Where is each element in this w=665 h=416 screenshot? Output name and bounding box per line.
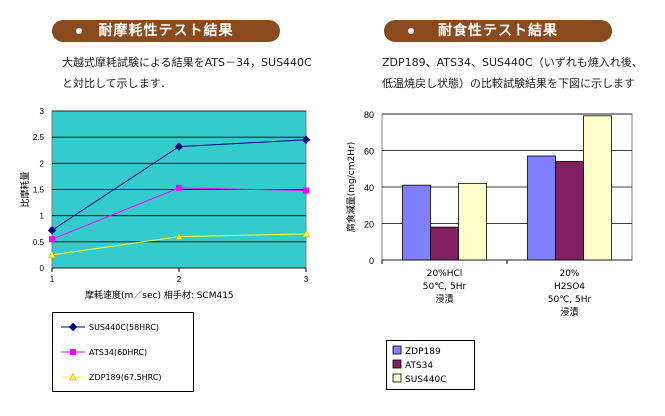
y-tick-label: 2: [40, 159, 45, 168]
data-point: [48, 250, 56, 259]
data-point: [174, 142, 184, 151]
legend-marker: [70, 349, 76, 355]
corrosion-desc-line-2: 低温焼戻し状態）の比較試験結果を下図に示します: [382, 77, 635, 90]
x-category-label: H2SO4: [554, 282, 585, 292]
x-category-label: 浸漬: [435, 293, 453, 305]
legend-marker: [68, 322, 78, 332]
legend-marker: [69, 372, 77, 381]
legend-label: ATS34(60HRC): [89, 348, 147, 357]
y-tick-label: 0.5: [33, 238, 45, 247]
data-point: [302, 229, 310, 238]
y-axis-title: 比摩耗量: [19, 171, 31, 207]
data-point: [176, 184, 182, 191]
wear-desc-line-1: 大越式摩耗試験による結果をATS－34，SUS440C: [62, 56, 312, 69]
x-tick-label: 2: [177, 275, 182, 284]
x-category-label: 20%: [559, 269, 579, 279]
y-tick-label: 60: [364, 147, 374, 157]
y-tick-label: 40: [364, 183, 374, 193]
x-category-label: 浸漬: [560, 306, 578, 318]
legend-label: ATS34: [405, 361, 433, 371]
bar: [458, 182, 487, 261]
bar: [555, 161, 584, 261]
legend-label: ZDP189: [405, 347, 441, 357]
legend-swatch: [392, 373, 402, 383]
y-tick-label: 3: [40, 107, 45, 116]
wear-test-title: 耐摩耗性テスト結果: [52, 20, 280, 42]
data-point: [47, 226, 57, 235]
data-point: [175, 232, 183, 240]
x-category-label: 50℃, 5Hr: [423, 282, 467, 292]
corrosion-desc-line-1: ZDP189、ATS34、SUS440C（いずれも焼入れ後、: [382, 56, 643, 69]
bar: [430, 226, 459, 261]
corrosion-chart-legend: ZDP189 ATS34 SUS440C: [386, 340, 475, 390]
legend-label: SUS440C: [405, 375, 446, 385]
y-tick-label: 20: [364, 220, 374, 230]
wear-desc-line-2: と対比して示します．: [62, 77, 172, 90]
y-tick-label: 1.5: [33, 186, 45, 195]
corrosion-test-title: 耐食性テスト結果: [384, 20, 612, 42]
y-tick-label: 2.5: [33, 133, 45, 142]
x-category-label: 20%HCl: [427, 269, 463, 279]
bar: [402, 184, 431, 261]
bar: [583, 115, 612, 261]
y-tick-label: 1: [40, 212, 45, 221]
x-tick-label: 1: [50, 275, 55, 284]
y-tick-label: 80: [364, 110, 374, 120]
data-point: [303, 187, 309, 194]
x-category-label: 50℃, 5Hr: [548, 295, 592, 305]
wear-chart-legend: SUS440C(58HRC) ATS34(60HRC) ZDP189(67.5HRC…: [52, 312, 194, 392]
legend-label: SUS440C(58HRC): [89, 323, 159, 332]
legend-label: ZDP189(67.5HRC): [89, 373, 162, 382]
legend-swatch: [392, 359, 402, 369]
x-axis-title: 摩耗速度(m／sec) 相手材: SCM415: [85, 289, 234, 301]
data-point: [49, 236, 55, 243]
y-tick-label: 0: [40, 264, 45, 273]
corrosion-test-description: ZDP189、ATS34、SUS440C（いずれも焼入れ後、 低温焼戻し状態）の…: [382, 52, 643, 94]
y-tick-label: 0: [369, 256, 374, 266]
wear-test-description: 大越式摩耗試験による結果をATS－34，SUS440C と対比して示します．: [62, 52, 312, 94]
bar: [527, 155, 556, 261]
y-axis-title: 腐食減量(mg/cm2Hr): [345, 142, 357, 232]
data-point: [301, 135, 311, 144]
x-tick-label: 3: [304, 275, 309, 284]
legend-swatch: [392, 345, 402, 355]
